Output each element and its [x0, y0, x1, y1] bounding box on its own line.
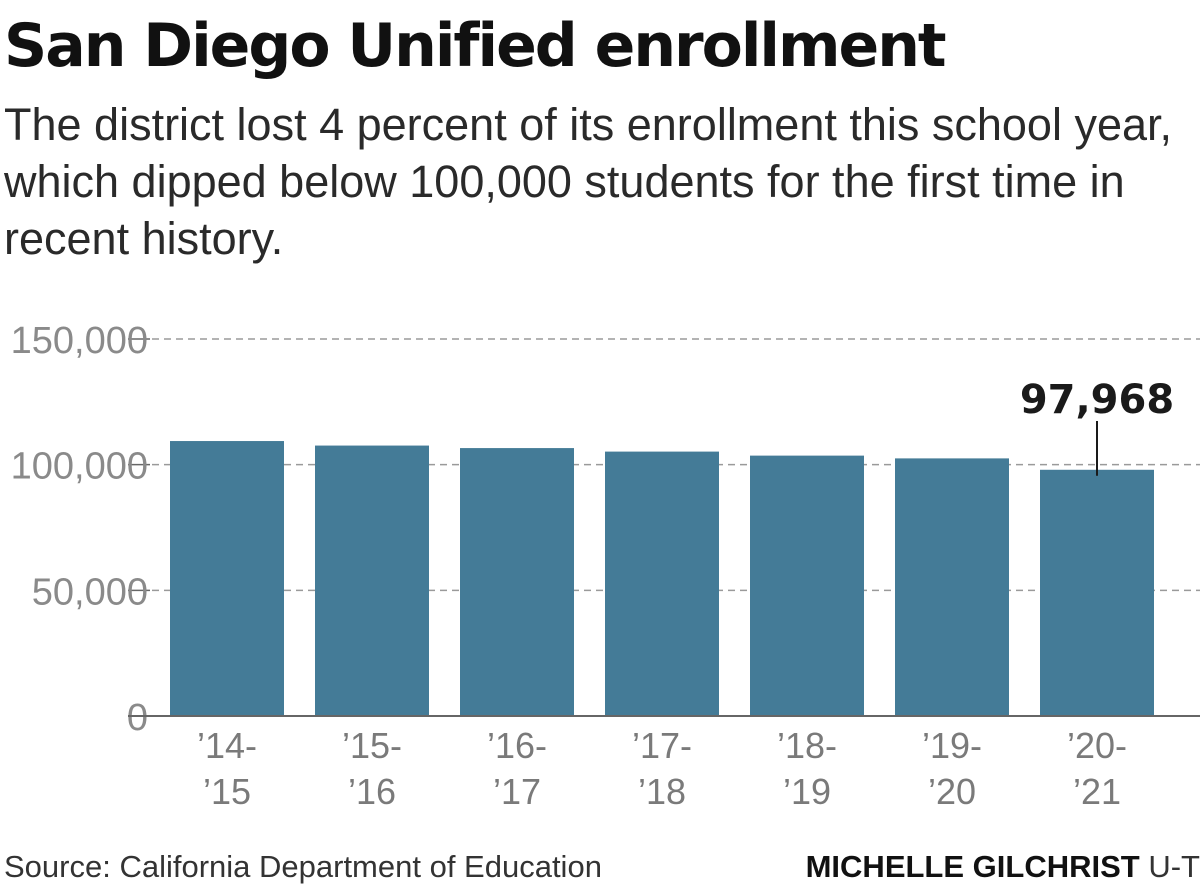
- chart-subtitle: The district lost 4 percent of its enrol…: [4, 99, 1173, 264]
- x-tick-label-line1: ’19-: [922, 725, 982, 766]
- enrollment-bar-chart: 0 50,000 100,000 150,000 ’14- ’15 ’15- ’16 ’16- ’…: [11, 320, 1200, 812]
- x-tick-label-line2: ’17: [493, 771, 541, 812]
- x-tick-label-line2: ’15: [203, 771, 251, 812]
- bar: [170, 441, 284, 716]
- x-tick-label-line2: ’16: [348, 771, 396, 812]
- x-tick-label-line1: ’18-: [777, 725, 837, 766]
- x-tick-label-line2: ’20: [928, 771, 976, 812]
- y-tick-label: 150,000: [11, 320, 148, 362]
- x-tick-label-line1: ’16-: [487, 725, 547, 766]
- bar: [895, 458, 1009, 716]
- credit-line: MICHELLE GILCHRIST U-T: [806, 845, 1200, 889]
- x-tick-label-line2: ’19: [783, 771, 831, 812]
- y-tick-label: 100,000: [11, 446, 148, 488]
- bar: [1040, 469, 1154, 716]
- credit-name: MICHELLE GILCHRIST: [805, 849, 1140, 884]
- chart-title: San Diego Unified enrollment: [4, 11, 947, 81]
- y-tick-label: 0: [127, 697, 148, 739]
- bar: [315, 445, 429, 716]
- x-tick-label-line2: ’18: [638, 771, 686, 812]
- bar: [605, 451, 719, 716]
- y-tick-label: 50,000: [32, 571, 148, 613]
- bar: [460, 448, 574, 716]
- x-tick-label-line1: ’17-: [632, 725, 692, 766]
- x-tick-label-line1: ’14-: [197, 725, 257, 766]
- x-tick-label-line1: ’20-: [1067, 725, 1127, 766]
- x-tick-label-line1: ’15-: [342, 725, 402, 766]
- bar: [750, 455, 864, 716]
- annotation-value-label: 97,968: [1020, 377, 1174, 423]
- source-note: Source: California Department of Educati…: [4, 849, 602, 884]
- credit-org: U-T: [1148, 849, 1200, 884]
- x-tick-label-line2: ’21: [1073, 771, 1121, 812]
- footer: Source: California Department of Educati…: [4, 845, 1200, 889]
